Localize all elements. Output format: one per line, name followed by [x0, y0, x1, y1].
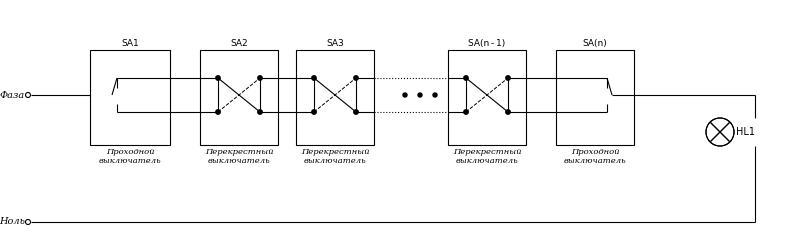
Circle shape	[216, 110, 221, 114]
Bar	[90, 50, 170, 145]
Circle shape	[418, 93, 422, 97]
Bar	[296, 50, 374, 145]
Bar	[448, 50, 526, 145]
Circle shape	[433, 93, 437, 97]
Text: SA2: SA2	[230, 39, 248, 48]
Circle shape	[258, 110, 262, 114]
Circle shape	[506, 76, 510, 80]
Text: Перекрестный
выключатель: Перекрестный выключатель	[204, 148, 273, 165]
Circle shape	[464, 110, 468, 114]
Circle shape	[311, 76, 316, 80]
Circle shape	[403, 93, 407, 97]
Text: SA(n - 1): SA(n - 1)	[469, 39, 505, 48]
Circle shape	[311, 110, 316, 114]
Text: Проходной
выключатель: Проходной выключатель	[564, 148, 626, 165]
Text: SA1: SA1	[121, 39, 139, 48]
Text: SA3: SA3	[326, 39, 344, 48]
Bar	[556, 50, 634, 145]
Text: Перекрестный
выключатель: Перекрестный выключатель	[453, 148, 521, 165]
Text: Перекрестный
выключатель: Перекрестный выключатель	[301, 148, 369, 165]
Circle shape	[258, 76, 262, 80]
Text: SA(n): SA(n)	[582, 39, 607, 48]
Circle shape	[506, 110, 510, 114]
Circle shape	[216, 76, 221, 80]
Text: Проходной
выключатель: Проходной выключатель	[99, 148, 161, 165]
Text: Ноль: Ноль	[0, 218, 25, 226]
Circle shape	[354, 76, 358, 80]
Text: Фаза: Фаза	[0, 90, 25, 100]
Circle shape	[464, 76, 468, 80]
Bar	[200, 50, 278, 145]
Circle shape	[354, 110, 358, 114]
Text: HL1: HL1	[736, 127, 755, 137]
